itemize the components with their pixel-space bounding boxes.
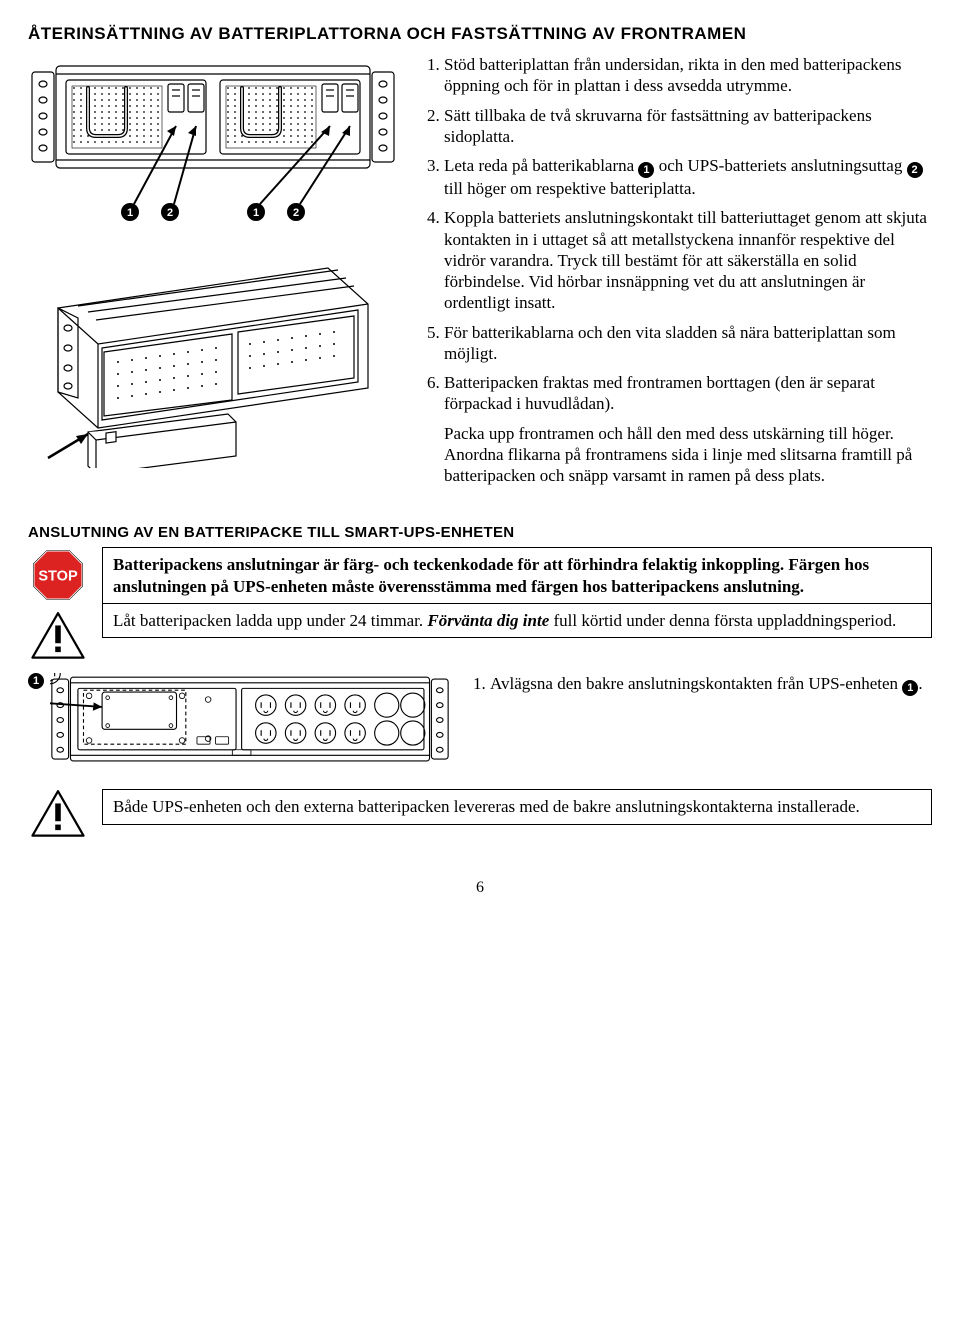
svg-text:1: 1 xyxy=(253,207,259,219)
step-3: Leta reda på batterikablarna 1 och UPS-b… xyxy=(444,155,932,199)
figure-battery-front: 1 2 1 2 xyxy=(28,54,398,224)
info-box-charge: Låt batteripacken ladda upp under 24 tim… xyxy=(102,604,932,638)
figure-rear-panel xyxy=(50,673,450,767)
section-reinstall: 1 2 1 2 xyxy=(28,54,932,494)
warning-icon xyxy=(30,611,86,661)
svg-text:2: 2 xyxy=(293,207,299,219)
warning-icon-2-wrap xyxy=(28,789,88,839)
info-box-installed-text: Både UPS-enheten och den externa batteri… xyxy=(113,797,860,816)
callout-1-icon: 1 xyxy=(28,673,44,689)
step-1: Stöd batteriplattan från undersidan, rik… xyxy=(444,54,932,97)
steps-column: Stöd batteriplattan från undersidan, rik… xyxy=(422,54,932,494)
step-4: Koppla batteriets anslutningskontakt til… xyxy=(444,207,932,313)
section-heading-connect: ANSLUTNING AV EN BATTERIPACKE TILL SMART… xyxy=(28,524,932,541)
info-box-colors: Batteripackens anslutningar är färg- och… xyxy=(102,547,932,604)
info-charge-em: Förvänta dig inte xyxy=(427,611,549,630)
step-6: Batteripacken fraktas med frontramen bor… xyxy=(444,372,932,486)
page-title: ÅTERINSÄTTNING AV BATTERIPLATTORNA OCH F… xyxy=(28,24,932,44)
steps-list: Stöd batteriplattan från undersidan, rik… xyxy=(422,54,932,486)
rear-steps-list: Avlägsna den bakre anslutningskontakten … xyxy=(468,673,932,696)
figure-bezel-attach xyxy=(28,248,398,468)
rear-step-1: Avlägsna den bakre anslutningskontakten … xyxy=(490,673,932,696)
stop-warning-icons: STOP xyxy=(28,547,88,661)
info-box-installed: Både UPS-enheten och den externa batteri… xyxy=(102,789,932,824)
info-box-colors-text: Batteripackens anslutningar är färg- och… xyxy=(113,555,869,595)
step-5: För batterikablarna och den vita sladden… xyxy=(444,322,932,365)
info-charge-pre: Låt batteripacken ladda upp under 24 tim… xyxy=(113,611,427,630)
page-number: 6 xyxy=(28,879,932,897)
svg-text:STOP: STOP xyxy=(38,569,78,585)
figures-column: 1 2 1 2 xyxy=(28,54,398,494)
rear-panel-section: 1 xyxy=(28,673,932,767)
step-2: Sätt tillbaka de två skruvarna för fasts… xyxy=(444,105,932,148)
svg-text:2: 2 xyxy=(167,207,173,219)
info-row-installed: Både UPS-enheten och den externa batteri… xyxy=(28,789,932,839)
stop-icon: STOP xyxy=(30,547,86,603)
step-6-extra: Packa upp frontramen och håll den med de… xyxy=(444,423,932,487)
info-charge-post: full körtid under denna första uppladdni… xyxy=(549,611,896,630)
svg-text:1: 1 xyxy=(127,207,133,219)
step-6-text: Batteripacken fraktas med frontramen bor… xyxy=(444,373,875,413)
stop-warning-row: STOP Batteripackens anslutningar är färg… xyxy=(28,547,932,661)
warning-icon-2 xyxy=(30,789,86,839)
